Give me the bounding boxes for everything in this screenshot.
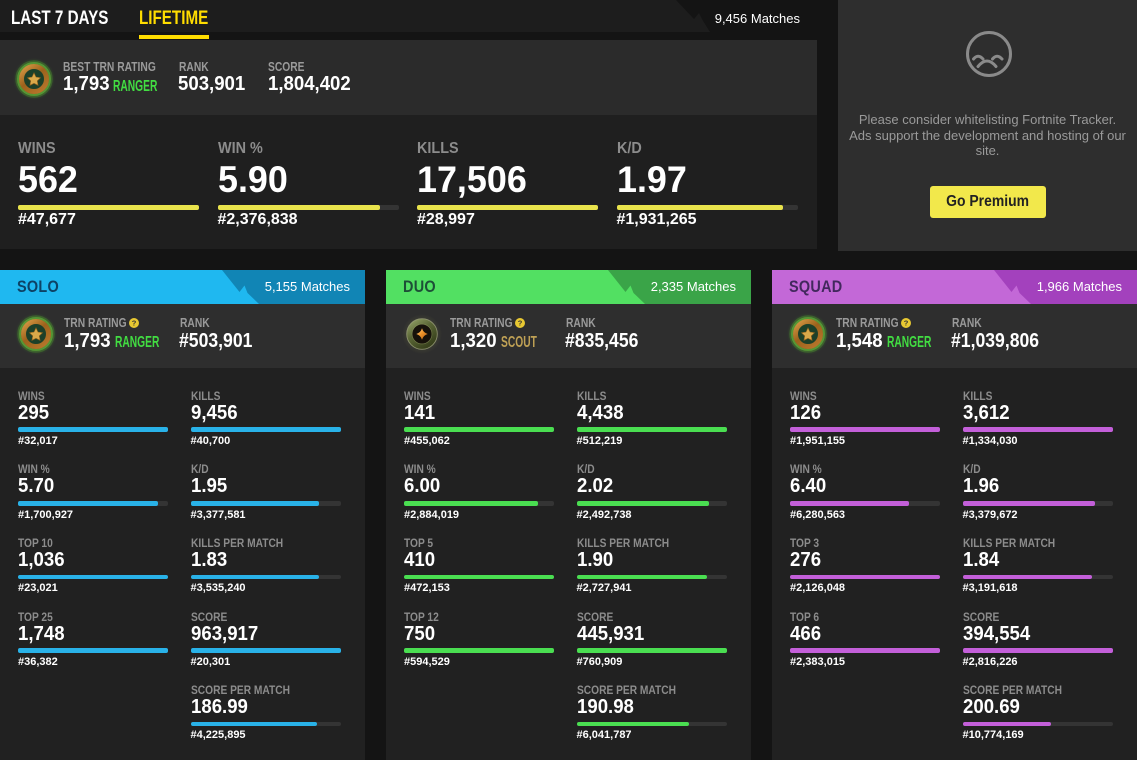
svg-text:?: ?	[904, 318, 909, 327]
svg-text:?: ?	[132, 318, 137, 327]
svg-text:?: ?	[518, 318, 523, 327]
